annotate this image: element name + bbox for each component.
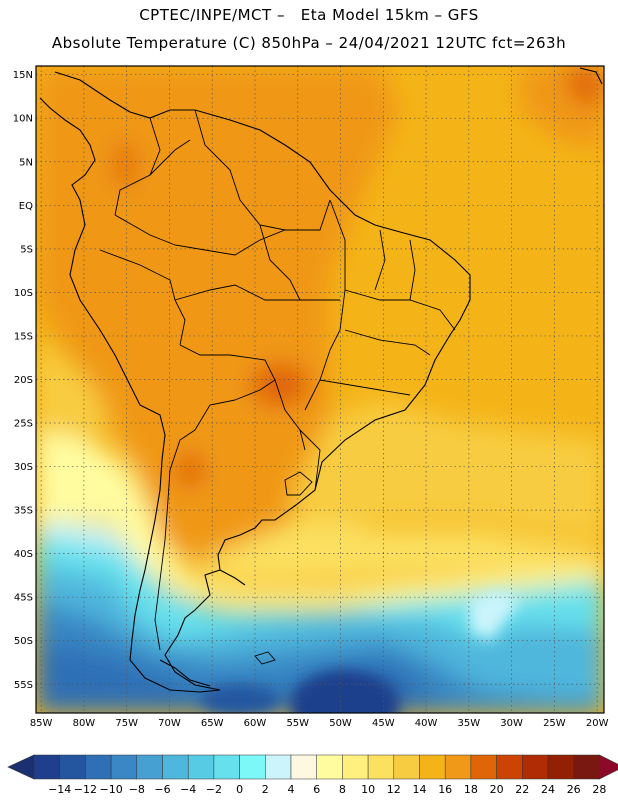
- color-bar-label: 6: [313, 783, 320, 796]
- coastlines: [39, 67, 603, 693]
- color-bar-label: 16: [438, 783, 452, 796]
- lat-label: 5S: [20, 244, 33, 255]
- color-bar-cell: [367, 754, 395, 780]
- lat-label: 35S: [14, 506, 33, 517]
- color-bar-label: 20: [490, 783, 504, 796]
- lat-label: 45S: [14, 593, 33, 604]
- lat-label: 5N: [19, 157, 33, 168]
- lon-label: 70W: [158, 718, 181, 729]
- color-bar-label: −12: [74, 783, 97, 796]
- lat-label: 40S: [14, 549, 33, 560]
- color-bar-label: −2: [206, 783, 222, 796]
- color-bar-cell: [316, 754, 343, 780]
- lat-label: 25S: [14, 419, 33, 430]
- color-bar-cell: [85, 754, 112, 780]
- color-bar-label: 2: [262, 783, 269, 796]
- color-bar-cell: [470, 754, 497, 780]
- color-bar-cell: [187, 754, 215, 780]
- color-bar-cell: [547, 754, 574, 780]
- color-bar-label: 8: [339, 783, 346, 796]
- color-bar-label: 12: [387, 783, 401, 796]
- color-bar-label: 24: [541, 783, 555, 796]
- lon-label: 65W: [201, 718, 224, 729]
- lat-label: 55S: [14, 680, 33, 691]
- color-bar-label: −6: [154, 783, 170, 796]
- lat-label: EQ: [19, 201, 33, 212]
- color-bar-under-arrow: [7, 754, 35, 780]
- lat-label: 10S: [14, 288, 33, 299]
- color-bar-cell: [496, 754, 523, 780]
- color-bar-label: −8: [129, 783, 145, 796]
- color-bar-cell: [162, 754, 189, 780]
- color-bar-cell: [522, 754, 549, 780]
- color-bar-label: 26: [567, 783, 581, 796]
- color-bar-cell: [136, 754, 163, 780]
- map-frame: [35, 65, 605, 714]
- lon-label: 20W: [586, 718, 609, 729]
- color-bar-labels: −14 −12 −10 −8 −6 −4 −2 0 2 4 6 8 10 12 14 16 18 20 22 24 26…: [48, 783, 606, 796]
- title-line-1: CPTEC/INPE/MCT – Eta Model 15km – GFS: [139, 6, 479, 24]
- color-bar-cell: [33, 754, 60, 780]
- color-bar-cell: [213, 754, 240, 780]
- color-bar-label: −10: [99, 783, 122, 796]
- color-bar-cell: [573, 754, 600, 780]
- color-bar-label: −4: [180, 783, 196, 796]
- lon-label: 80W: [73, 718, 96, 729]
- graticule: [36, 66, 604, 713]
- lon-label: 50W: [329, 718, 352, 729]
- color-bar-label: 10: [361, 783, 375, 796]
- latitude-labels: 15N 10N 5N EQ 5S 10S 15S 20S 25S 30S 35S 40S 45S 50S 5…: [13, 70, 33, 691]
- color-bar-cell: [110, 754, 138, 780]
- color-bar-cell: [290, 754, 317, 780]
- color-bar-label: −14: [48, 783, 71, 796]
- lon-label: 25W: [543, 718, 566, 729]
- color-bar-cell: [342, 754, 369, 780]
- lon-label: 45W: [372, 718, 395, 729]
- lat-label: 15S: [14, 331, 33, 342]
- lat-label: 50S: [14, 636, 33, 647]
- color-bar-cell: [265, 754, 292, 780]
- color-bar-label: 28: [592, 783, 606, 796]
- color-bar-over-arrow: [599, 754, 618, 780]
- lat-label: 10N: [13, 114, 33, 125]
- lat-label: 30S: [14, 462, 33, 473]
- country-borders: [99, 109, 456, 665]
- lon-label: 40W: [415, 718, 438, 729]
- color-bar-label: 18: [464, 783, 478, 796]
- lon-label: 85W: [30, 718, 53, 729]
- color-bar-cell: [444, 754, 472, 780]
- lon-label: 30W: [500, 718, 523, 729]
- title-line-2: Absolute Temperature (C) 850hPa – 24/04/…: [51, 34, 567, 52]
- lon-label: 55W: [286, 718, 309, 729]
- color-bar: [7, 754, 618, 780]
- color-bar-cell: [393, 754, 420, 780]
- color-bar-label: 4: [288, 783, 295, 796]
- color-bar-label: 0: [236, 783, 243, 796]
- color-bar-label: 22: [515, 783, 529, 796]
- lon-label: 75W: [115, 718, 138, 729]
- lon-label: 60W: [244, 718, 267, 729]
- lat-label: 15N: [13, 70, 33, 81]
- lon-label: 35W: [458, 718, 481, 729]
- lat-label: 20S: [14, 375, 33, 386]
- color-bar-cell: [59, 754, 86, 780]
- color-bar-cell: [239, 754, 266, 780]
- color-bar-cell: [419, 754, 446, 780]
- color-bar-label: 14: [413, 783, 427, 796]
- longitude-labels: 85W 80W 75W 70W 65W 60W 55W 50W 45W 40W 35W 30W 25W 2…: [30, 718, 609, 729]
- temperature-field: [36, 66, 604, 713]
